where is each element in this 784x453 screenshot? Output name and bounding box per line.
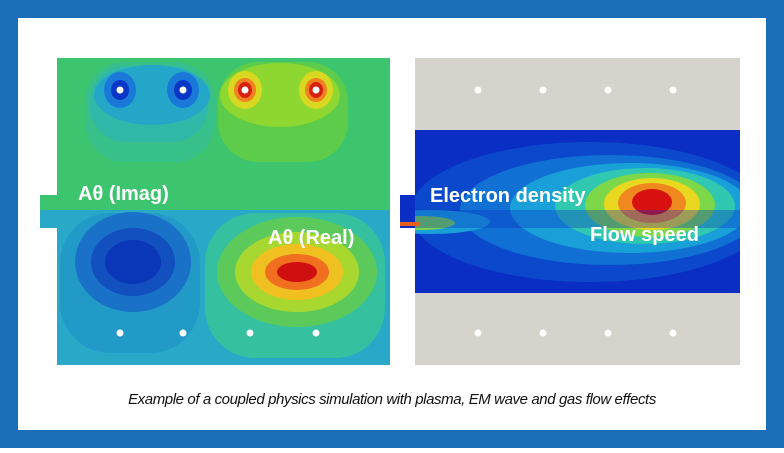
field-plot-a	[40, 58, 390, 365]
label-flow-speed: Flow speed	[590, 224, 699, 246]
label-electron-density: Electron density	[430, 185, 586, 207]
field-plot-b	[370, 58, 770, 365]
caption: Example of a coupled physics simulation …	[128, 391, 657, 408]
label-imag: Aθ (Imag)	[78, 183, 169, 205]
label-real: Aθ (Real)	[268, 227, 354, 249]
figure: Aθ (Imag) Aθ (Real) Electron density	[0, 0, 784, 448]
